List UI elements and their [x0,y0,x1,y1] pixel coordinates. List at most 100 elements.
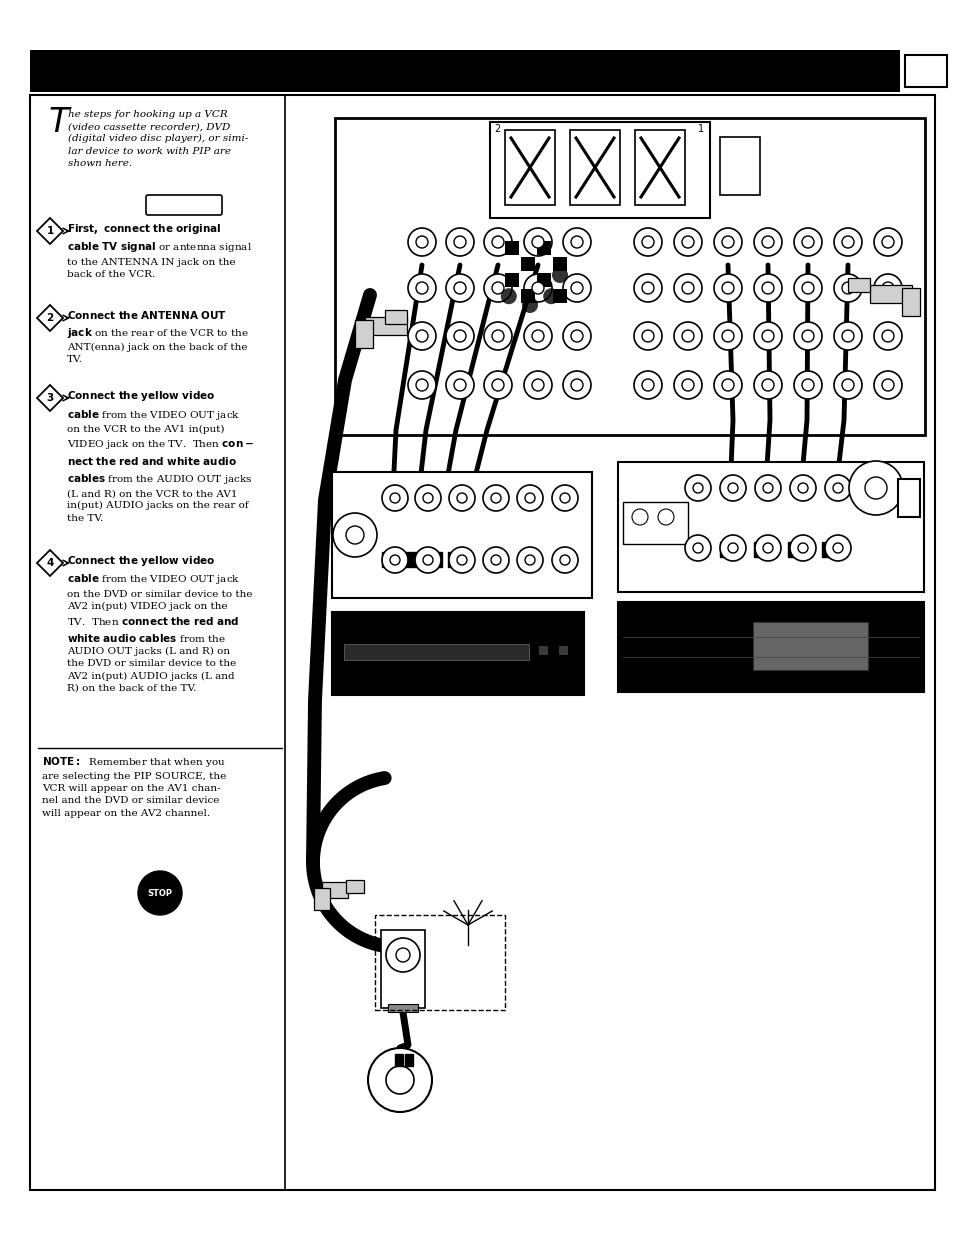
Bar [847,278,869,291]
Circle shape [571,379,582,391]
Circle shape [390,493,399,503]
Circle shape [390,555,399,564]
Circle shape [521,296,537,312]
Circle shape [492,236,503,248]
Circle shape [873,322,901,350]
Bar [618,601,923,692]
Bar [622,501,687,543]
Circle shape [446,228,474,256]
Polygon shape [37,385,63,411]
Text: $\bf{Connect\ the\ yellow\ video}$
$\bf{cable}$ from the VIDEO OUT jack
on the D: $\bf{Connect\ the\ yellow\ video}$ $\bf{… [67,555,253,693]
Circle shape [797,483,807,493]
Circle shape [571,236,582,248]
Circle shape [833,322,862,350]
Polygon shape [37,219,63,245]
Circle shape [492,282,503,294]
Circle shape [449,485,475,511]
Circle shape [408,228,436,256]
Circle shape [500,288,517,304]
Circle shape [882,236,893,248]
Circle shape [138,871,182,915]
Text: 2: 2 [47,312,53,324]
Circle shape [542,288,558,304]
Bar [537,273,551,287]
Circle shape [552,485,578,511]
Circle shape [721,379,733,391]
Circle shape [801,282,813,294]
Circle shape [848,461,902,515]
Text: 3: 3 [47,393,53,403]
Bar [385,310,407,324]
Circle shape [492,330,503,342]
Polygon shape [37,550,63,576]
Bar [537,241,551,254]
Circle shape [864,477,886,499]
Bar [787,542,803,557]
Circle shape [713,370,741,399]
Circle shape [727,543,738,553]
Circle shape [571,282,582,294]
Circle shape [789,475,815,501]
Bar [375,915,504,1010]
Circle shape [833,274,862,303]
Text: $\mathit{T}$: $\mathit{T}$ [48,107,72,140]
Circle shape [446,322,474,350]
Circle shape [532,236,543,248]
Circle shape [824,535,850,561]
Circle shape [386,939,419,972]
Bar [821,542,837,557]
Bar [752,622,867,671]
Bar [381,552,397,567]
Circle shape [562,274,590,303]
Circle shape [673,274,701,303]
Circle shape [524,493,535,503]
Circle shape [562,322,590,350]
Circle shape [491,493,500,503]
Text: 4: 4 [47,558,53,568]
Text: he steps for hooking up a VCR
(video cassette recorder), DVD
(digital video disc: he steps for hooking up a VCR (video cas… [68,110,248,168]
Circle shape [482,485,509,511]
Circle shape [833,228,862,256]
Circle shape [483,370,512,399]
Circle shape [634,322,661,350]
Circle shape [833,370,862,399]
Circle shape [422,555,433,564]
Circle shape [416,330,428,342]
Circle shape [422,493,433,503]
Circle shape [824,475,850,501]
Circle shape [415,485,440,511]
Circle shape [454,330,465,342]
Bar [332,472,592,598]
Circle shape [483,228,512,256]
Circle shape [456,555,467,564]
Circle shape [559,555,569,564]
Bar [904,56,946,86]
Circle shape [753,322,781,350]
Text: STOP: STOP [148,888,172,898]
Bar [869,285,911,303]
Text: $\bf{Connect\ the\ ANTENNA\ OUT}$
$\bf{jack}$ on the rear of the VCR to the
ANT(: $\bf{Connect\ the\ ANTENNA\ OUT}$ $\bf{j… [67,309,249,364]
Bar [901,288,919,316]
Circle shape [721,330,733,342]
Circle shape [797,543,807,553]
Circle shape [793,370,821,399]
Circle shape [492,379,503,391]
Circle shape [346,526,364,543]
Bar [380,930,424,1008]
Bar [720,542,735,557]
Circle shape [333,513,376,557]
Circle shape [523,274,552,303]
Circle shape [416,236,428,248]
Circle shape [524,555,535,564]
Circle shape [841,282,853,294]
Circle shape [789,535,815,561]
Circle shape [684,475,710,501]
Bar [403,552,419,567]
Circle shape [713,322,741,350]
Circle shape [873,274,901,303]
Bar [365,317,407,335]
Bar [553,289,566,303]
Circle shape [753,228,781,256]
Bar [30,49,899,91]
Circle shape [684,535,710,561]
